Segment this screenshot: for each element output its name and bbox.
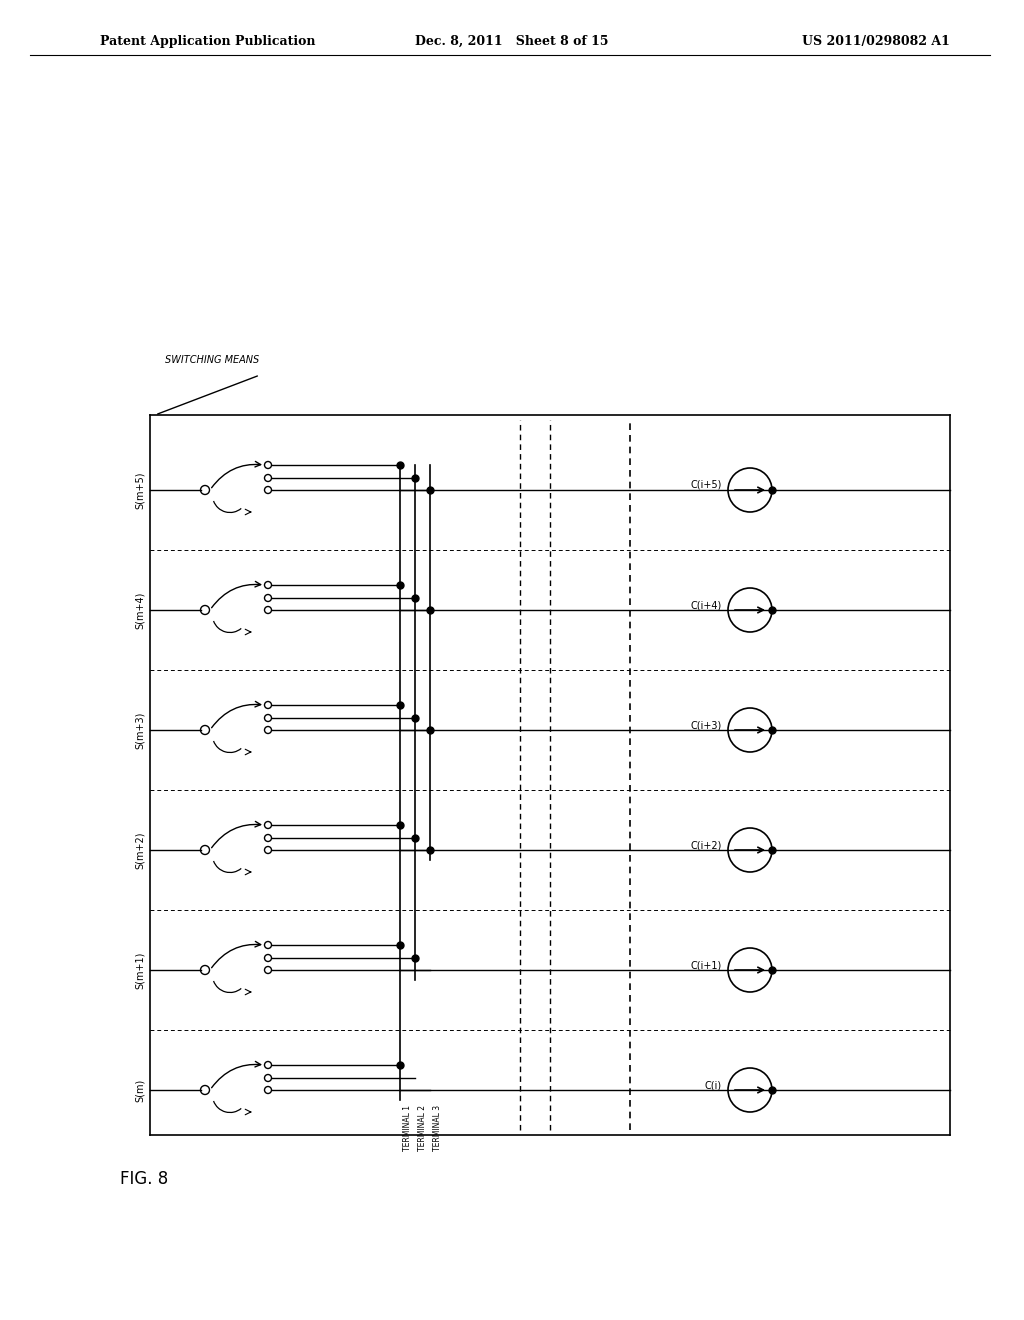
Text: FIG. 8: FIG. 8 (120, 1170, 168, 1188)
Text: S(m+2): S(m+2) (135, 832, 145, 869)
Text: S(m+4): S(m+4) (135, 591, 145, 628)
Text: SWITCHING MEANS: SWITCHING MEANS (165, 355, 259, 366)
Text: S(m+1): S(m+1) (135, 952, 145, 989)
Text: C(i+3): C(i+3) (691, 719, 722, 730)
Text: TERMINAL 2: TERMINAL 2 (418, 1105, 427, 1151)
Text: S(m+3): S(m+3) (135, 711, 145, 748)
Text: C(i): C(i) (705, 1080, 722, 1090)
Text: S(m+5): S(m+5) (135, 471, 145, 508)
Text: TERMINAL 1: TERMINAL 1 (403, 1105, 412, 1151)
Text: S(m): S(m) (135, 1078, 145, 1102)
Text: C(i+1): C(i+1) (691, 960, 722, 970)
Text: Patent Application Publication: Patent Application Publication (100, 36, 315, 48)
Text: US 2011/0298082 A1: US 2011/0298082 A1 (802, 36, 950, 48)
Text: C(i+2): C(i+2) (690, 840, 722, 850)
Text: C(i+4): C(i+4) (691, 601, 722, 610)
Text: TERMINAL 3: TERMINAL 3 (433, 1105, 442, 1151)
Text: C(i+5): C(i+5) (690, 480, 722, 490)
Text: Dec. 8, 2011   Sheet 8 of 15: Dec. 8, 2011 Sheet 8 of 15 (416, 36, 608, 48)
